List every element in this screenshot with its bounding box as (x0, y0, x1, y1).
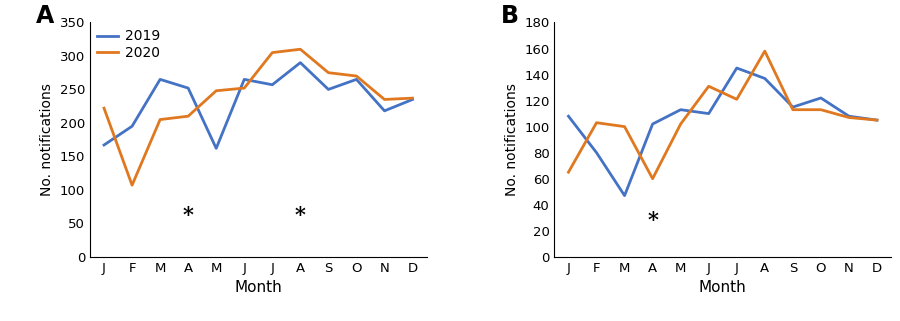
2020 (295, 47, 306, 51)
2020 (379, 98, 390, 101)
2019 (379, 109, 390, 113)
2020 (155, 117, 166, 121)
2020 (238, 86, 249, 90)
2020 (127, 183, 138, 187)
Text: *: * (183, 205, 194, 225)
2020 (647, 177, 658, 181)
2019 (871, 118, 882, 122)
2020 (99, 106, 110, 110)
2019 (732, 66, 742, 70)
2019 (99, 143, 110, 147)
2019 (843, 114, 854, 118)
2019 (155, 77, 166, 81)
Text: *: * (295, 205, 306, 225)
2019 (127, 124, 138, 128)
2020 (323, 71, 334, 74)
2020 (619, 125, 630, 128)
Legend: 2019, 2020: 2019, 2020 (97, 30, 160, 60)
2019 (591, 151, 602, 155)
2019 (815, 96, 826, 100)
2020 (703, 84, 714, 88)
2019 (295, 61, 306, 65)
2019 (675, 108, 686, 112)
2020 (788, 108, 798, 112)
2020 (843, 116, 854, 119)
2019 (407, 98, 418, 101)
2020 (815, 108, 826, 112)
2020 (732, 97, 742, 101)
2019 (323, 88, 334, 91)
2020 (407, 96, 418, 100)
2020 (183, 114, 194, 118)
2020 (760, 49, 770, 53)
2019 (183, 86, 194, 90)
X-axis label: Month: Month (234, 280, 283, 295)
Line: 2019: 2019 (104, 63, 412, 148)
2019 (267, 83, 278, 87)
2020 (675, 122, 686, 126)
2019 (647, 122, 658, 126)
2020 (351, 74, 362, 78)
Line: 2020: 2020 (104, 49, 412, 185)
Line: 2020: 2020 (569, 51, 877, 179)
Y-axis label: No. notifications: No. notifications (505, 83, 518, 196)
X-axis label: Month: Month (698, 280, 747, 295)
Line: 2019: 2019 (569, 68, 877, 195)
2019 (619, 194, 630, 197)
2019 (211, 146, 221, 150)
2019 (563, 114, 574, 118)
2020 (871, 118, 882, 122)
2020 (591, 121, 602, 125)
2020 (267, 51, 278, 55)
Y-axis label: No. notifications: No. notifications (40, 83, 54, 196)
2019 (238, 77, 249, 81)
2019 (788, 105, 798, 109)
Text: B: B (500, 4, 518, 28)
2020 (563, 170, 574, 174)
Text: *: * (647, 210, 658, 230)
2019 (703, 112, 714, 116)
Text: A: A (36, 4, 54, 28)
2019 (351, 77, 362, 81)
2019 (760, 76, 770, 80)
2020 (211, 89, 221, 93)
